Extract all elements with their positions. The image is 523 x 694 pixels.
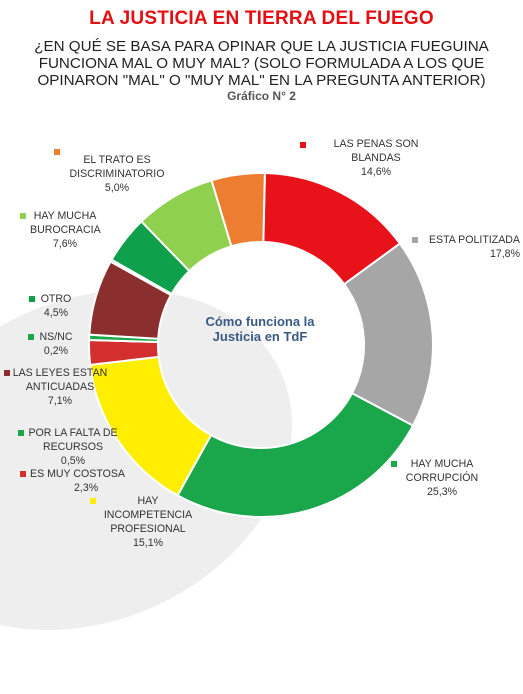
legend-marker	[20, 213, 26, 219]
slice-label-discriminatorio: EL TRATO ES DISCRIMINATORIO 5,0%	[54, 149, 172, 195]
chart-title: LA JUSTICIA EN TIERRA DEL FUEGO	[89, 8, 434, 29]
legend-marker	[391, 461, 397, 467]
legend-marker	[28, 334, 34, 340]
legend-marker	[29, 296, 35, 302]
legend-marker	[54, 149, 60, 155]
slice-label-incompetencia: HAY INCOMPETENCIA PROFESIONAL 15,1%	[90, 494, 196, 550]
legend-marker	[20, 471, 26, 477]
legend-marker	[90, 498, 96, 504]
slice-label-falta-recursos: POR LA FALTA DE RECURSOS 0,5%	[18, 426, 120, 468]
chart-subtitle: ¿EN QUÉ SE BASA PARA OPINAR QUE LA JUSTI…	[34, 38, 489, 89]
slice-label-penas-blandas: LAS PENAS SON BLANDAS 14,6%	[300, 137, 436, 179]
figure-number: Gráfico N° 2	[227, 89, 296, 103]
donut-center-label: Cómo funciona la Justicia en TdF	[205, 314, 315, 344]
slice-label-nsnc: NS/NC 0,2%	[28, 330, 76, 358]
slice-label-burocracia: HAY MUCHA BUROCRACIA 7,6%	[20, 209, 101, 251]
slice-label-otro: OTRO 4,5%	[29, 292, 74, 320]
slice-label-costosa: ES MUY COSTOSA 2,3%	[20, 467, 130, 495]
legend-marker	[300, 142, 306, 148]
legend-marker	[18, 430, 24, 436]
legend-marker	[412, 237, 418, 243]
donut-slice-2	[176, 391, 415, 518]
slice-label-leyes-anticuadas: LAS LEYES ESTAN ANTICUADAS 7,1%	[4, 366, 110, 408]
slice-label-corrupcion: HAY MUCHA CORRUPCIÓN 25,3%	[391, 457, 482, 499]
donut-chart	[88, 172, 434, 518]
legend-marker	[4, 370, 10, 376]
slice-label-politizada: ESTA POLITIZADA 17,8%	[412, 233, 520, 261]
donut-slice-10	[210, 172, 266, 248]
